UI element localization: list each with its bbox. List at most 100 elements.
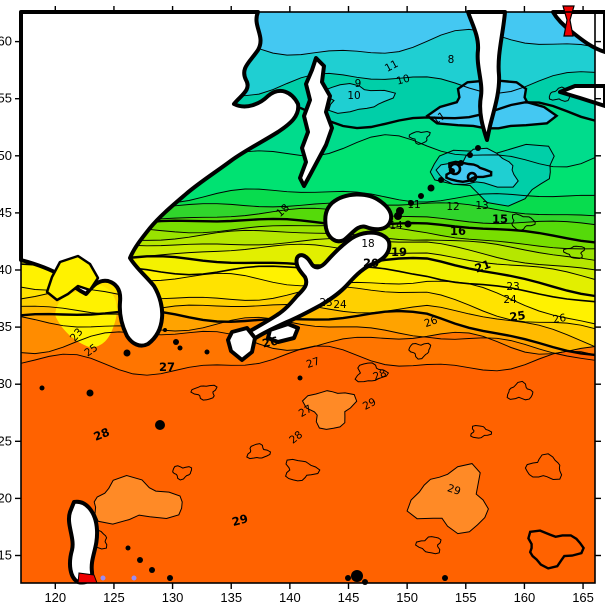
x-tick-label: 140: [279, 590, 301, 605]
contour-label: 23: [319, 297, 332, 309]
contour-label: 10: [395, 73, 411, 88]
temperature-pocket: [406, 463, 489, 535]
contour-label: 11: [407, 199, 420, 211]
sakhalin-island-coast: [298, 56, 334, 188]
contour-label: 16: [450, 224, 466, 238]
band-28: [21, 346, 595, 583]
island-marker: [39, 385, 45, 391]
contour-label: 29: [230, 511, 249, 529]
contour-loop: [285, 458, 321, 482]
island-marker: [475, 145, 481, 151]
contour-loop: [408, 342, 432, 360]
contour-loop: [524, 453, 563, 481]
contour-label: 19: [391, 245, 407, 259]
landmasses: [19, 10, 605, 585]
contour-line-25: [20, 309, 596, 357]
contour-loop: [562, 245, 586, 260]
island-marker: [137, 557, 143, 563]
east-kamchatka-coast: [558, 84, 605, 108]
y-tick-label: 60: [0, 34, 12, 49]
violet-marker: [131, 575, 137, 581]
island-marker: [362, 579, 368, 585]
contour-label: 24: [503, 294, 517, 306]
contour-label: 18: [361, 238, 374, 250]
x-tick-label: 150: [396, 590, 418, 605]
island-marker: [149, 567, 155, 573]
contour-label: 26: [552, 312, 568, 326]
island-marker: [167, 575, 173, 581]
island-marker: [438, 177, 444, 183]
island-marker: [467, 152, 473, 158]
island-marker: [163, 328, 167, 332]
yellow-sea-water: [55, 285, 117, 348]
island-marker: [427, 184, 435, 192]
temperature-pocket: [93, 474, 183, 525]
contour-label: 13: [475, 200, 488, 212]
contour-label: 27: [159, 360, 175, 374]
island-marker: [458, 160, 464, 166]
kamchatka-peninsula-coast: [466, 10, 507, 142]
y-tick-label: 35: [0, 319, 12, 334]
x-tick-label: 165: [572, 590, 594, 605]
island-marker: [123, 349, 131, 357]
shikoku-island-coast: [266, 322, 300, 344]
contour-line-26: [20, 316, 596, 361]
violet-marker: [100, 575, 106, 581]
contour-line-28: [20, 345, 596, 376]
contour-label: 27: [297, 403, 315, 420]
contour-label: 11: [383, 58, 400, 75]
x-tick-label: 155: [455, 590, 477, 605]
contour-label: 25: [509, 308, 527, 324]
hokkaido-island-coast: [323, 192, 394, 244]
contour-label: 21: [473, 257, 493, 276]
island-marker: [297, 375, 303, 381]
y-tick-label: 55: [0, 91, 12, 106]
y-tick-label: 45: [0, 205, 12, 220]
contour-loop: [511, 213, 536, 232]
island-marker: [351, 570, 363, 582]
contour-label: 26: [423, 314, 440, 330]
island-marker: [345, 575, 351, 581]
contour-label: 15: [492, 212, 508, 226]
contour-label: 24: [333, 299, 347, 311]
contour-loop: [190, 384, 218, 401]
island-marker: [408, 200, 414, 206]
contour-loop: [408, 130, 431, 145]
y-tick-label: 15: [0, 548, 12, 563]
contour-label: 28: [371, 367, 388, 383]
axes: 120 125 130 135 140 145 150 155 160 165 15 20 25 30 35…: [0, 6, 601, 605]
plot-border: [20, 11, 596, 584]
contour-label: 10: [347, 90, 360, 102]
asia-mainland-coast: [19, 10, 301, 348]
contour-loop: [470, 424, 493, 439]
contour-loop: [354, 362, 390, 383]
contour-label: 23: [506, 281, 519, 293]
island-marker: [155, 420, 165, 430]
temperature-pocket: [301, 390, 358, 430]
y-tick-label: 40: [0, 262, 12, 277]
contour-loop: [172, 465, 193, 481]
x-tick-label: 160: [514, 590, 536, 605]
kamchatka-red-mark: [562, 5, 575, 37]
island-marker: [442, 575, 448, 581]
bohai-sea-water: [45, 254, 100, 302]
x-tick-label: 125: [103, 590, 125, 605]
contour-label: 12: [446, 201, 459, 213]
contour-label: 9: [355, 78, 362, 90]
x-tick-label: 120: [44, 590, 66, 605]
y-tick-label: 30: [0, 376, 12, 391]
y-tick-label: 25: [0, 433, 12, 448]
contour-loop: [527, 529, 585, 570]
island-marker: [404, 220, 412, 228]
honshu-island-coast: [243, 230, 392, 341]
contour-label: 29: [446, 482, 462, 498]
contour-label: 28: [91, 425, 111, 444]
taiwan-island-coast: [67, 499, 100, 585]
y-tick-label: 20: [0, 490, 12, 505]
contour-label: 27: [305, 355, 321, 371]
small-islands: [39, 145, 481, 585]
x-tick-label: 135: [220, 590, 242, 605]
